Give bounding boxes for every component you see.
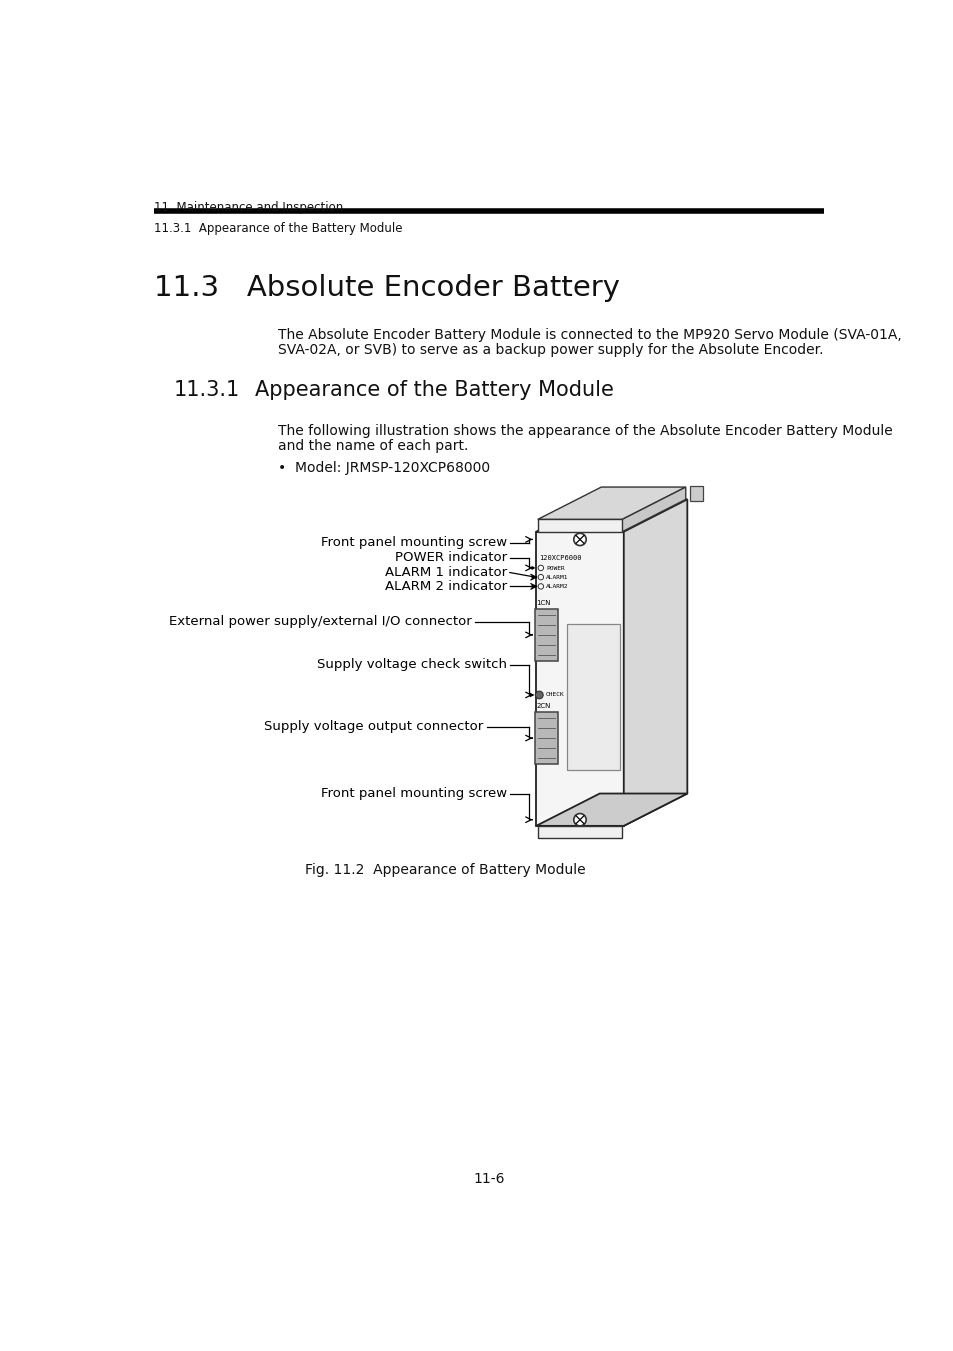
- Text: Fig. 11.2  Appearance of Battery Module: Fig. 11.2 Appearance of Battery Module: [305, 863, 585, 877]
- Polygon shape: [536, 500, 686, 532]
- Circle shape: [573, 813, 585, 825]
- Text: Appearance of the Battery Module: Appearance of the Battery Module: [254, 380, 613, 400]
- Text: The following illustration shows the appearance of the Absolute Encoder Battery : The following illustration shows the app…: [278, 424, 892, 438]
- Polygon shape: [537, 519, 621, 532]
- Polygon shape: [531, 566, 535, 570]
- Text: 2CN: 2CN: [536, 703, 550, 709]
- Polygon shape: [536, 532, 623, 825]
- Text: 11.3.1: 11.3.1: [173, 380, 239, 400]
- Text: Supply voltage check switch: Supply voltage check switch: [316, 658, 506, 671]
- Text: The Absolute Encoder Battery Module is connected to the MP920 Servo Module (SVA-: The Absolute Encoder Battery Module is c…: [278, 328, 901, 342]
- Text: 11  Maintenance and Inspection: 11 Maintenance and Inspection: [154, 200, 343, 213]
- Text: Front panel mounting screw: Front panel mounting screw: [320, 788, 506, 800]
- Text: •  Model: JRMSP-120XCP68000: • Model: JRMSP-120XCP68000: [278, 461, 490, 476]
- Polygon shape: [567, 624, 619, 770]
- Text: SVA-02A, or SVB) to serve as a backup power supply for the Absolute Encoder.: SVA-02A, or SVB) to serve as a backup po…: [278, 343, 822, 357]
- Text: ALARM1: ALARM1: [546, 574, 568, 580]
- Text: ALARM2: ALARM2: [546, 584, 568, 589]
- Circle shape: [537, 584, 543, 589]
- Text: 1CN: 1CN: [536, 600, 550, 605]
- Polygon shape: [534, 609, 558, 661]
- Polygon shape: [530, 693, 534, 697]
- Polygon shape: [689, 485, 702, 501]
- Circle shape: [573, 534, 585, 546]
- Text: and the name of each part.: and the name of each part.: [278, 439, 468, 454]
- Circle shape: [537, 565, 543, 570]
- Text: 11.3   Absolute Encoder Battery: 11.3 Absolute Encoder Battery: [154, 274, 619, 301]
- Polygon shape: [621, 488, 685, 532]
- Text: Front panel mounting screw: Front panel mounting screw: [320, 536, 506, 549]
- Text: ALARM 1 indicator: ALARM 1 indicator: [384, 566, 506, 580]
- Text: External power supply/external I/O connector: External power supply/external I/O conne…: [169, 615, 472, 628]
- Text: 11-6: 11-6: [473, 1173, 504, 1186]
- Polygon shape: [534, 712, 558, 765]
- Text: 120XCP6000: 120XCP6000: [538, 555, 581, 561]
- Text: Supply voltage output connector: Supply voltage output connector: [264, 720, 483, 734]
- Polygon shape: [623, 500, 686, 825]
- Polygon shape: [531, 574, 535, 580]
- Polygon shape: [536, 793, 686, 825]
- Text: POWER indicator: POWER indicator: [395, 551, 506, 565]
- Text: CHECK: CHECK: [545, 692, 563, 697]
- Polygon shape: [537, 488, 685, 519]
- Polygon shape: [531, 584, 535, 589]
- Circle shape: [537, 574, 543, 580]
- Polygon shape: [537, 825, 621, 838]
- Text: POWER: POWER: [546, 566, 564, 570]
- Text: 11.3.1  Appearance of the Battery Module: 11.3.1 Appearance of the Battery Module: [154, 222, 402, 235]
- Text: ALARM 2 indicator: ALARM 2 indicator: [384, 580, 506, 593]
- Circle shape: [535, 692, 542, 698]
